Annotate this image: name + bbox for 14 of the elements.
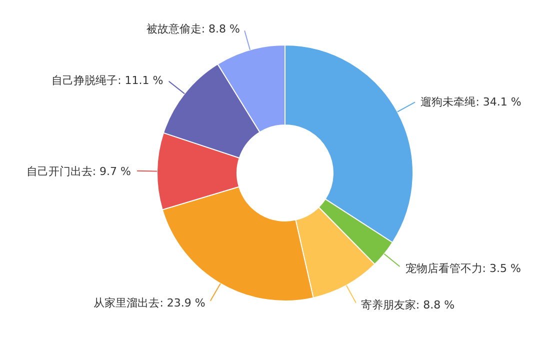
data-label: : 9.7 % bbox=[92, 164, 132, 178]
data-label: : 8.8 % bbox=[416, 298, 455, 312]
data-label: : 11.1 % bbox=[118, 74, 164, 87]
slice-label: 从家里溜出去 bbox=[94, 296, 160, 310]
data-label: : 8.8 % bbox=[201, 22, 240, 36]
slice-label: 被故意偷走 bbox=[146, 22, 202, 36]
slice-label: 自己开门出去 bbox=[26, 164, 92, 178]
slice-label: 遛狗未牵绳 bbox=[420, 94, 476, 108]
data-label: : 23.9 % bbox=[160, 296, 206, 310]
slice-label: 寄养朋友家 bbox=[360, 298, 416, 312]
slice-label: 自己挣脱绳子 bbox=[52, 74, 118, 87]
data-label: : 34.1 % bbox=[476, 94, 522, 108]
data-label: : 3.5 % bbox=[482, 261, 521, 274]
slice-label: 宠物店看管不力 bbox=[405, 261, 482, 274]
